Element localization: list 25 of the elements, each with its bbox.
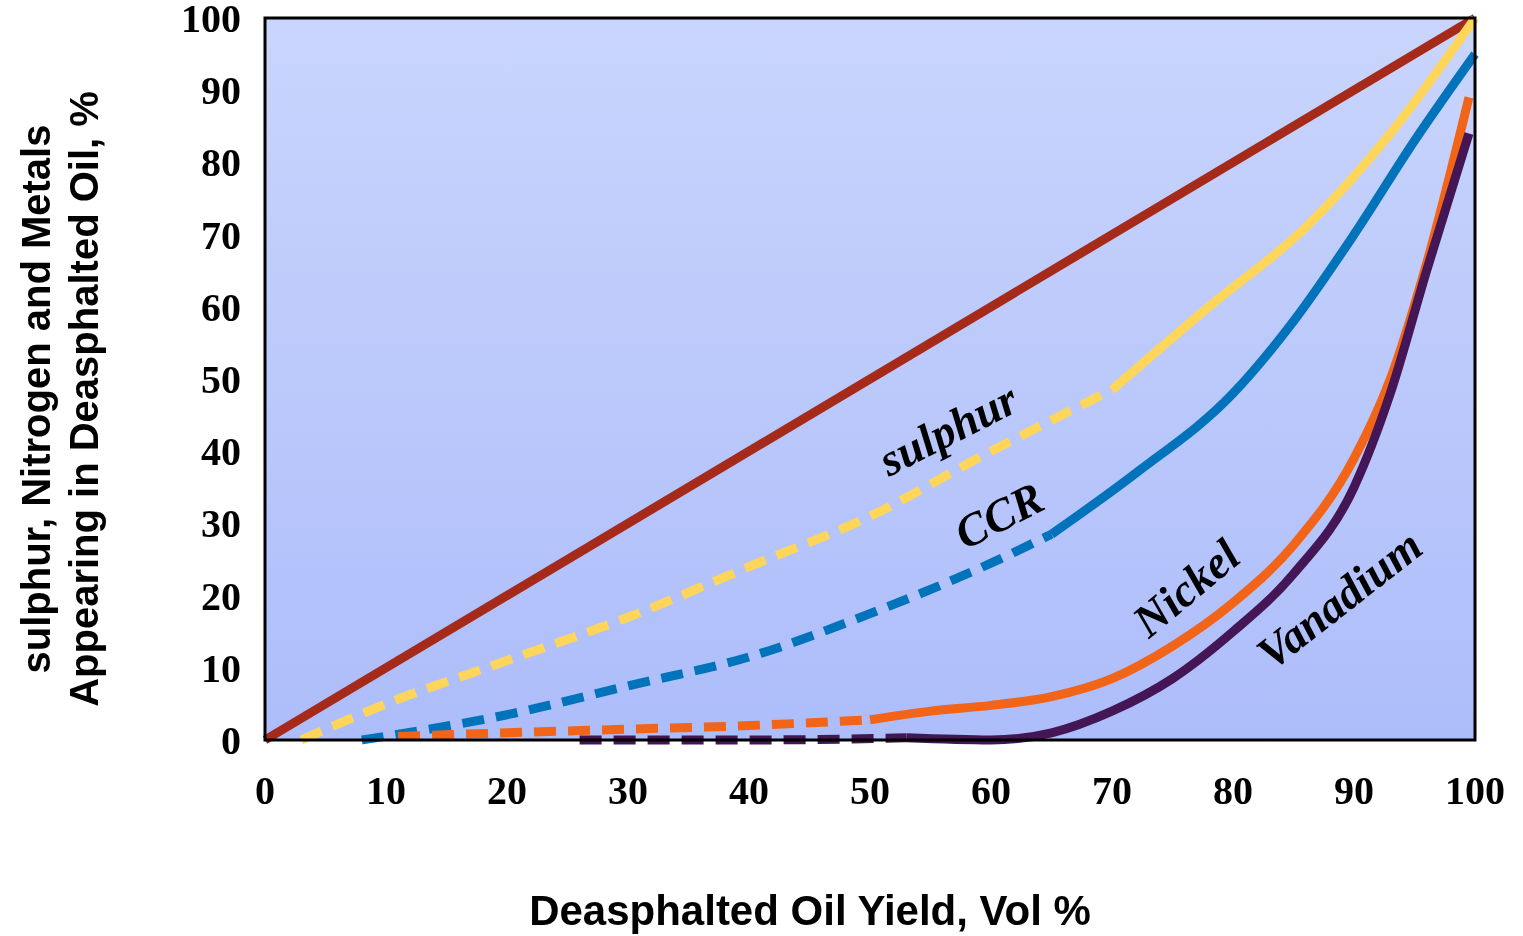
x-tick-label: 90 (1334, 768, 1374, 813)
y-tick-label: 20 (201, 573, 241, 619)
x-tick-label: 50 (850, 768, 890, 813)
y-tick-label: 90 (201, 68, 241, 114)
x-tick-label: 40 (729, 768, 769, 813)
y-tick-label: 40 (201, 429, 241, 475)
y-tick-label: 70 (201, 212, 241, 258)
y-axis-title: sulphur, Nitrogen and Metals Appearing in Deasphalted Oil, % (14, 91, 106, 707)
y-tick-label: 80 (201, 140, 241, 186)
y-tick-label: 30 (201, 501, 241, 547)
x-tick-label: 100 (1445, 768, 1505, 813)
x-tick-label: 0 (255, 768, 275, 813)
x-tick-label: 20 (487, 768, 527, 813)
y-tick-label: 0 (221, 718, 241, 763)
y-tick-label: 10 (201, 645, 241, 691)
x-tick-label: 80 (1213, 768, 1253, 813)
x-axis-title: Deasphalted Oil Yield, Vol % (529, 887, 1091, 934)
x-tick-label: 70 (1092, 768, 1132, 813)
y-tick-label: 50 (201, 357, 241, 402)
x-tick-label: 60 (971, 768, 1011, 813)
y-tick-label: 60 (201, 284, 241, 330)
x-tick-label: 30 (608, 768, 648, 813)
y-tick-label: 100 (181, 0, 241, 41)
text: CCR (946, 471, 1052, 560)
x-tick-label: 10 (366, 768, 406, 813)
